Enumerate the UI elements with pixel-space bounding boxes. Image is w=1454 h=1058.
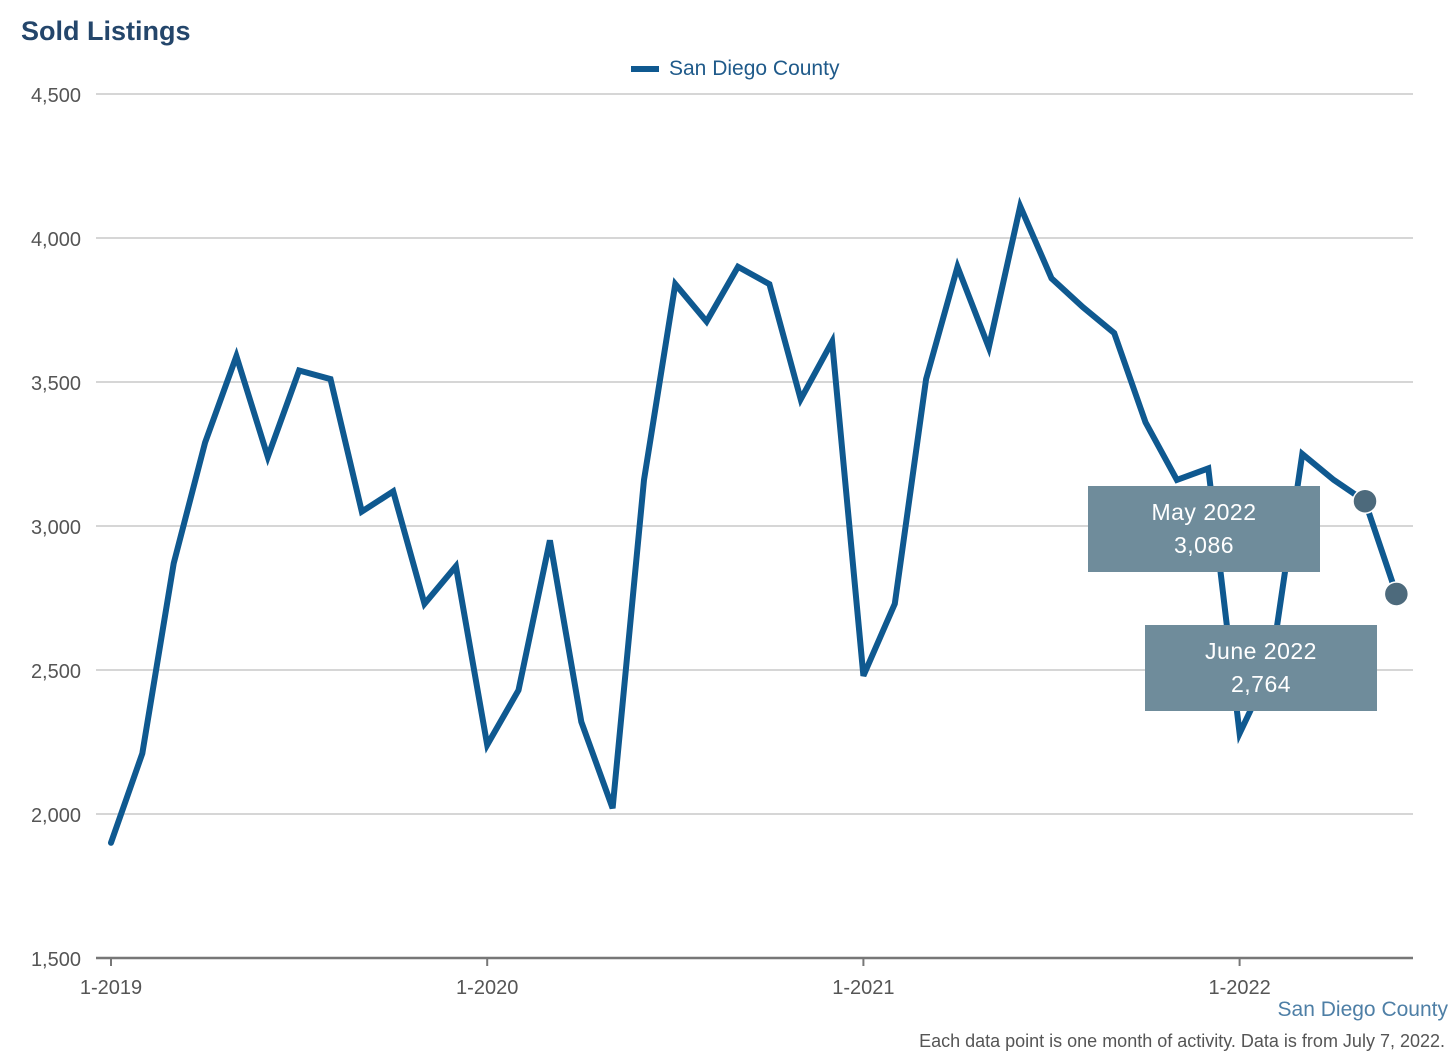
footnote: Each data point is one month of activity…: [919, 1031, 1445, 1051]
data-point: [1175, 478, 1179, 482]
y-tick-label: 1,500: [31, 949, 81, 971]
data-point: [485, 743, 489, 747]
y-tick-label: 3,500: [31, 373, 81, 395]
highlight-point: [1383, 581, 1410, 607]
data-point: [548, 538, 552, 542]
data-point: [767, 282, 771, 286]
data-point: [1081, 305, 1085, 309]
data-point: [611, 806, 615, 810]
annotation-may-2022: May 2022 3,086: [1088, 486, 1320, 572]
data-point: [893, 602, 897, 606]
y-tick-label: 3,000: [31, 517, 81, 539]
data-point: [799, 397, 803, 401]
data-point: [955, 265, 959, 269]
data-point: [1112, 331, 1116, 335]
y-tick-label: 4,500: [31, 85, 81, 107]
data-point: [517, 688, 521, 692]
data-point: [454, 564, 458, 568]
data-point: [861, 674, 865, 678]
data-point: [642, 478, 646, 482]
annotation-june-month: June 2022: [1205, 638, 1317, 664]
y-tick-label: 2,000: [31, 805, 81, 827]
region-label: San Diego County: [1277, 998, 1448, 1021]
x-tick-label: 1-2022: [1208, 977, 1270, 999]
highlight-point: [1352, 488, 1378, 514]
data-point: [1050, 276, 1054, 280]
data-point: [1206, 466, 1210, 470]
data-point: [1018, 204, 1022, 208]
data-point: [924, 377, 928, 381]
data-point: [705, 320, 709, 324]
annotation-may-value: 3,086: [1173, 532, 1235, 558]
data-point: [172, 561, 176, 565]
legend-swatch: [631, 66, 659, 72]
annotation-may-month: May 2022: [1151, 499, 1257, 525]
annotation-june-2022: June 2022 2,764: [1145, 625, 1377, 711]
y-tick-label: 4,000: [31, 229, 81, 251]
data-point: [423, 602, 427, 606]
data-point: [328, 377, 332, 381]
x-tick-label: 1-2020: [456, 977, 518, 999]
data-point: [109, 841, 113, 845]
annotation-june-value: 2,764: [1230, 671, 1292, 697]
data-point: [391, 489, 395, 493]
data-point: [1300, 452, 1304, 456]
data-point: [234, 354, 238, 358]
legend-label: San Diego County: [669, 57, 840, 80]
chart-title: Sold Listings: [21, 16, 191, 46]
series-line-san-diego-county: [108, 196, 1400, 846]
data-point: [1332, 478, 1336, 482]
data-point: [203, 440, 207, 444]
data-point: [140, 752, 144, 756]
x-tick-label: 1-2021: [832, 977, 894, 999]
y-tick-label: 2,500: [31, 661, 81, 683]
chart-legend: San Diego County: [631, 57, 839, 81]
data-point: [987, 345, 991, 349]
data-point: [673, 282, 677, 286]
data-point: [1238, 731, 1242, 735]
data-point: [297, 368, 301, 372]
data-point: [579, 720, 583, 724]
data-point: [736, 265, 740, 269]
data-point: [1144, 420, 1148, 424]
data-point: [360, 510, 364, 514]
data-point: [830, 340, 834, 344]
x-tick-label: 1-2019: [80, 977, 142, 999]
data-point: [266, 455, 270, 459]
